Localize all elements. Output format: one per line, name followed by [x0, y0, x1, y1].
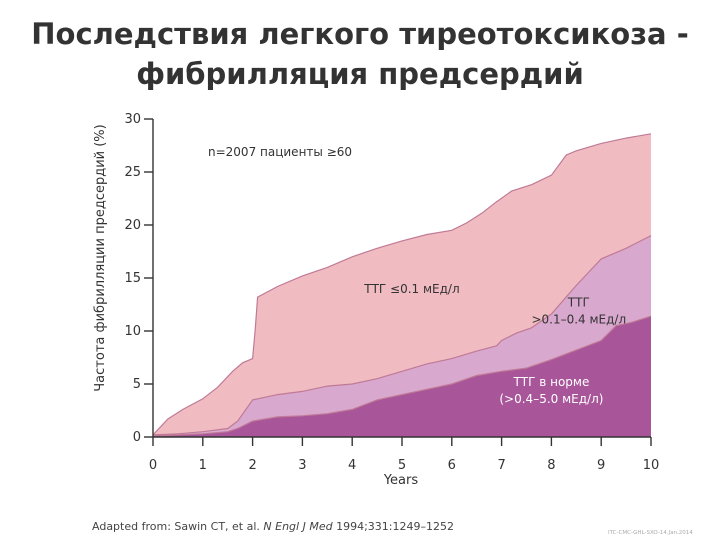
title-line-1: Последствия легкого тиреотоксикоза -: [31, 17, 689, 51]
x-tick-label: 8: [547, 458, 555, 473]
x-tick-label: 0: [149, 458, 157, 473]
source-prefix: Adapted from: Sawin CT, et al.: [92, 520, 264, 533]
y-tick-label: 0: [133, 430, 141, 445]
x-tick-label: 7: [497, 458, 505, 473]
y-tick-label: 10: [124, 324, 141, 339]
chart-axes: [144, 118, 652, 446]
source-citation: Adapted from: Sawin CT, et al. N Engl J …: [92, 520, 454, 533]
source-suffix: 1994;331:1249–1252: [332, 520, 454, 533]
series-line-1: [152, 133, 652, 436]
x-tick-label: 9: [597, 458, 605, 473]
y-tick-label: 5: [133, 377, 141, 392]
y-axis-label: Частота фибрилляции предсердий (%): [93, 124, 108, 391]
series-label-2: ТТГ >0.1–0.4 мЕд/л: [531, 296, 626, 327]
y-tick-label: 15: [124, 271, 141, 286]
x-tick-label: 10: [643, 458, 660, 473]
cohort-annotation: n=2007 пациенты ≥60: [208, 145, 352, 159]
x-tick-label: 2: [248, 458, 256, 473]
series-labels: ТТГ ≤0.1 мЕд/л ТТГ >0.1–0.4 мЕд/л ТТГ в нор…: [363, 282, 626, 406]
x-tick-label: 3: [298, 458, 306, 473]
x-tick-label: 6: [448, 458, 456, 473]
series-line-3: [152, 315, 652, 437]
x-tick-label: 5: [398, 458, 406, 473]
y-tick-label: 25: [124, 165, 141, 180]
title-line-2: фибрилляция предсердий: [136, 57, 584, 91]
x-tick-label: 4: [348, 458, 356, 473]
series-label-1: ТТГ ≤0.1 мЕд/л: [363, 282, 459, 296]
x-tick-label: 1: [199, 458, 207, 473]
x-axis-label: Years: [383, 473, 419, 488]
series-line-2: [152, 235, 652, 436]
chart-tick-labels: 0 5 10 15 20 25 30 0 1 2 3 4 5 6 7 8 9 10: [124, 112, 659, 473]
series-area-3: [153, 316, 651, 437]
page-title: Последствия легкого тиреотоксикоза - фиб…: [0, 14, 720, 94]
chart-areas: [152, 133, 652, 438]
y-tick-label: 20: [124, 218, 141, 233]
source-journal: N Engl J Med: [263, 520, 333, 533]
y-tick-label: 30: [124, 112, 141, 127]
series-label-3: ТТГ в норме (>0.4–5.0 мЕд/л): [499, 375, 603, 406]
slide-code: ITC-CMC-GHL-SXO-14.Jan.2014: [608, 530, 693, 536]
